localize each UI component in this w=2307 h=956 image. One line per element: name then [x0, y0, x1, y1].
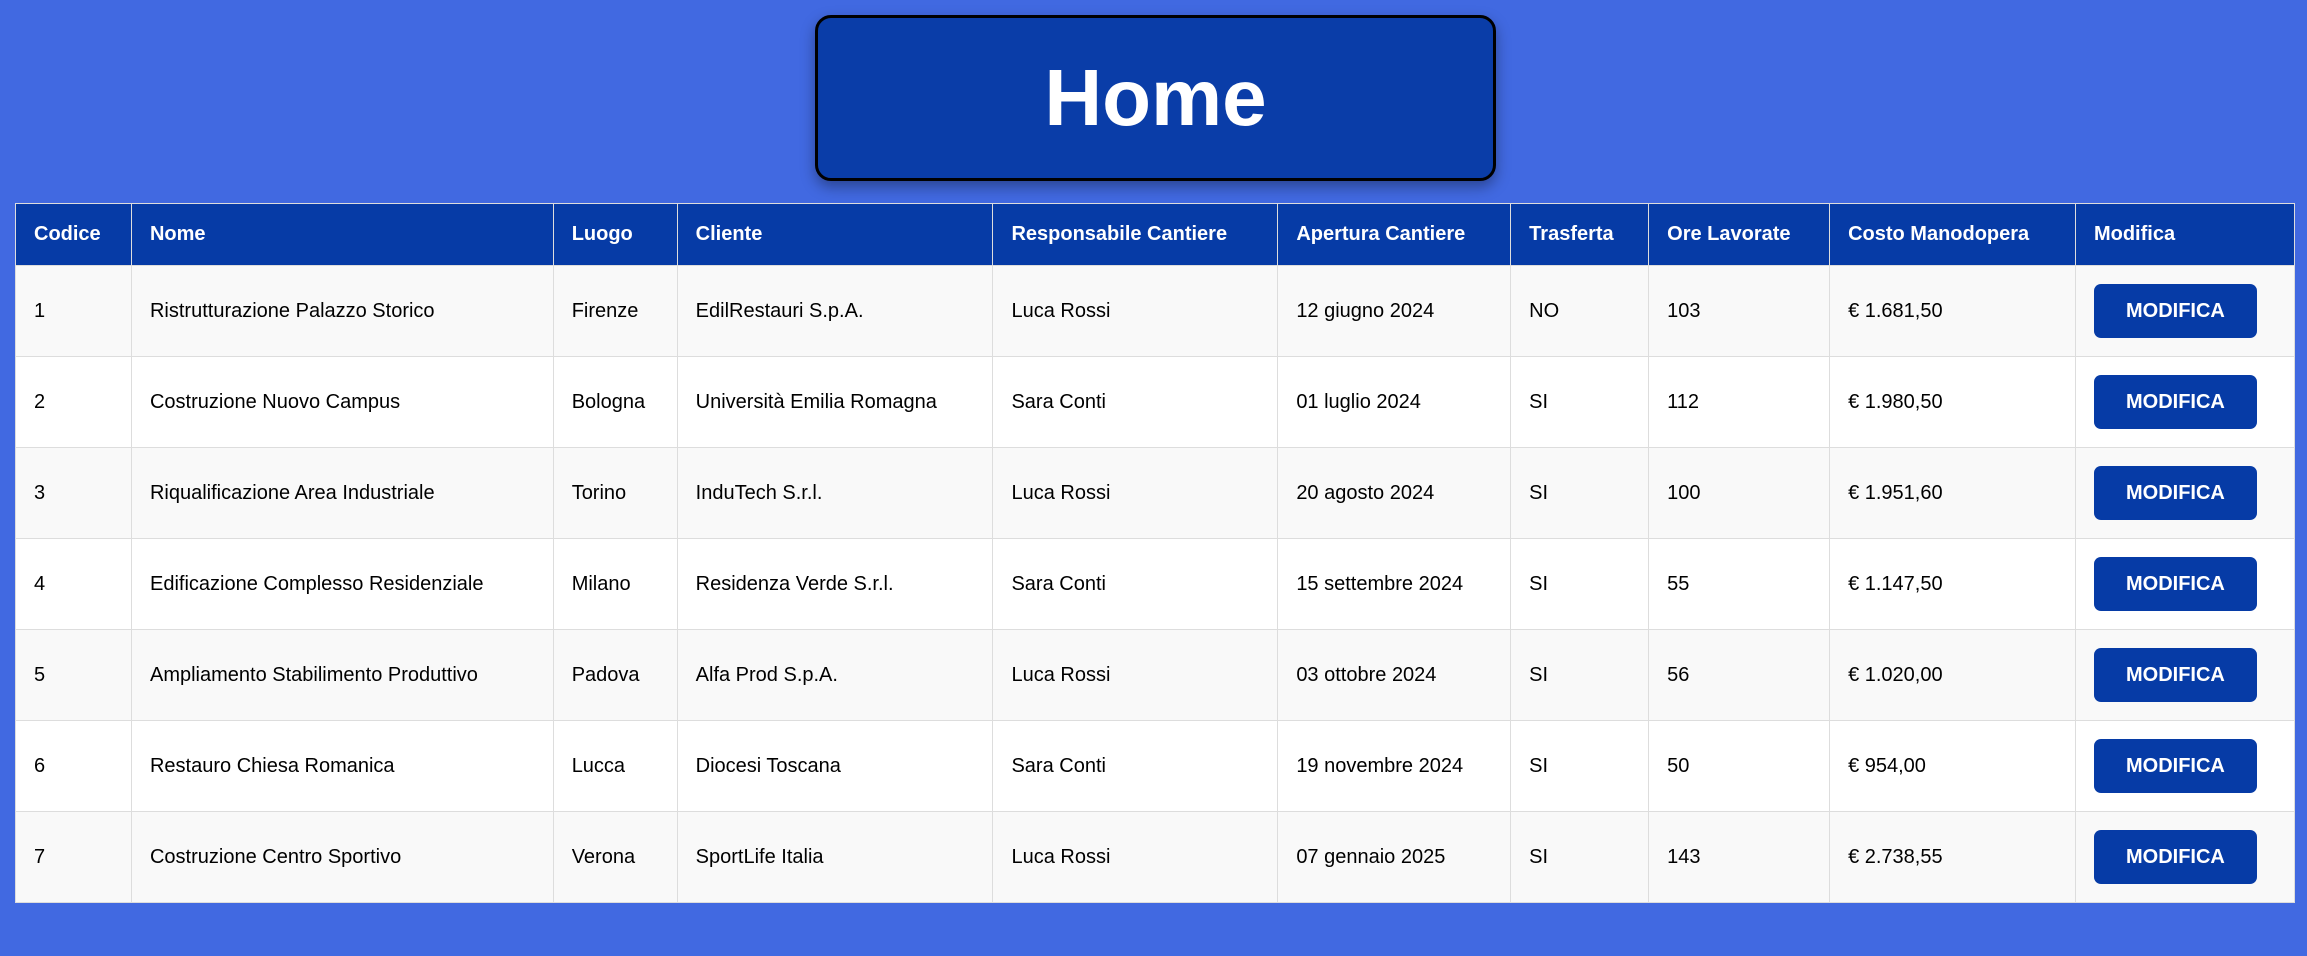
cell-nome: Restauro Chiesa Romanica: [130, 720, 554, 812]
cell-cliente: EdilRestauri S.p.A.: [676, 265, 994, 357]
cell-ore: 100: [1648, 447, 1831, 539]
cell-codice: 2: [15, 356, 132, 448]
cell-codice: 6: [15, 720, 132, 812]
cell-trasferta: NO: [1510, 265, 1650, 357]
modifica-button[interactable]: MODIFICA: [2093, 830, 2257, 884]
cell-ore: 55: [1648, 538, 1831, 630]
cell-apertura: 15 settembre 2024: [1277, 538, 1512, 630]
cell-luogo: Padova: [552, 629, 678, 721]
cell-ore: 112: [1648, 356, 1831, 448]
cell-codice: 7: [15, 811, 132, 903]
page-title-box: Home: [815, 15, 1496, 181]
cell-responsabile: Luca Rossi: [992, 629, 1279, 721]
cell-apertura: 03 ottobre 2024: [1277, 629, 1512, 721]
cell-costo: € 2.738,55: [1829, 811, 2076, 903]
cell-ore: 103: [1648, 265, 1831, 357]
cell-trasferta: SI: [1510, 629, 1650, 721]
cell-ore: 50: [1648, 720, 1831, 812]
cell-costo: € 1.980,50: [1829, 356, 2076, 448]
cell-apertura: 19 novembre 2024: [1277, 720, 1512, 812]
column-header-cliente: Cliente: [676, 203, 994, 266]
cell-cliente: Alfa Prod S.p.A.: [676, 629, 994, 721]
cell-modifica: MODIFICA: [2074, 811, 2296, 903]
cell-trasferta: SI: [1510, 447, 1650, 539]
cell-trasferta: SI: [1510, 720, 1650, 812]
cell-trasferta: SI: [1510, 811, 1650, 903]
cell-nome: Edificazione Complesso Residenziale: [130, 538, 554, 630]
table-row: 5 Ampliamento Stabilimento Produttivo Pado…: [15, 629, 2296, 721]
cell-costo: € 1.147,50: [1829, 538, 2076, 630]
cell-responsabile: Luca Rossi: [992, 265, 1279, 357]
cell-costo: € 1.020,00: [1829, 629, 2076, 721]
cell-costo: € 1.951,60: [1829, 447, 2076, 539]
cell-modifica: MODIFICA: [2074, 356, 2296, 448]
modifica-button[interactable]: MODIFICA: [2093, 284, 2257, 338]
cell-apertura: 07 gennaio 2025: [1277, 811, 1512, 903]
table-row: 7 Costruzione Centro Sportivo Verona SportL…: [15, 811, 2296, 903]
column-header-ore: Ore Lavorate: [1648, 203, 1831, 266]
table-row: 1 Ristrutturazione Palazzo Storico Firenze…: [15, 265, 2296, 357]
modifica-button[interactable]: MODIFICA: [2093, 375, 2257, 429]
page-title: Home: [1044, 53, 1267, 142]
cell-apertura: 01 luglio 2024: [1277, 356, 1512, 448]
table-row: 2 Costruzione Nuovo Campus Bologna Universi…: [15, 356, 2296, 448]
table-header-row: Codice Nome Luogo Cliente Responsabile Canti…: [15, 203, 2296, 266]
table-row: 3 Riqualificazione Area Industriale Torino…: [15, 447, 2296, 539]
cell-cliente: Diocesi Toscana: [676, 720, 994, 812]
cell-codice: 1: [15, 265, 132, 357]
cell-ore: 143: [1648, 811, 1831, 903]
cell-cliente: InduTech S.r.l.: [676, 447, 994, 539]
cantieri-table: Codice Nome Luogo Cliente Responsabile Canti…: [15, 203, 2296, 903]
cell-modifica: MODIFICA: [2074, 447, 2296, 539]
cell-trasferta: SI: [1510, 538, 1650, 630]
table-row: 6 Restauro Chiesa Romanica Lucca Diocesi To…: [15, 720, 2296, 812]
cell-codice: 3: [15, 447, 132, 539]
cell-responsabile: Luca Rossi: [992, 447, 1279, 539]
cell-luogo: Lucca: [552, 720, 678, 812]
cell-modifica: MODIFICA: [2074, 629, 2296, 721]
cell-luogo: Firenze: [552, 265, 678, 357]
cell-responsabile: Sara Conti: [992, 538, 1279, 630]
cell-responsabile: Sara Conti: [992, 356, 1279, 448]
column-header-apertura: Apertura Cantiere: [1277, 203, 1512, 266]
cell-responsabile: Sara Conti: [992, 720, 1279, 812]
column-header-responsabile: Responsabile Cantiere: [992, 203, 1279, 266]
cell-luogo: Torino: [552, 447, 678, 539]
column-header-nome: Nome: [130, 203, 554, 266]
cell-codice: 4: [15, 538, 132, 630]
modifica-button[interactable]: MODIFICA: [2093, 466, 2257, 520]
column-header-codice: Codice: [15, 203, 132, 266]
cell-luogo: Verona: [552, 811, 678, 903]
cell-trasferta: SI: [1510, 356, 1650, 448]
cell-costo: € 1.681,50: [1829, 265, 2076, 357]
column-header-modifica: Modifica: [2074, 203, 2296, 266]
cell-ore: 56: [1648, 629, 1831, 721]
column-header-luogo: Luogo: [552, 203, 678, 266]
cell-nome: Riqualificazione Area Industriale: [130, 447, 554, 539]
cell-nome: Ristrutturazione Palazzo Storico: [130, 265, 554, 357]
cell-modifica: MODIFICA: [2074, 265, 2296, 357]
column-header-costo: Costo Manodopera: [1829, 203, 2076, 266]
cell-nome: Costruzione Nuovo Campus: [130, 356, 554, 448]
modifica-button[interactable]: MODIFICA: [2093, 648, 2257, 702]
cell-modifica: MODIFICA: [2074, 720, 2296, 812]
cell-nome: Ampliamento Stabilimento Produttivo: [130, 629, 554, 721]
modifica-button[interactable]: MODIFICA: [2093, 557, 2257, 611]
cell-cliente: Residenza Verde S.r.l.: [676, 538, 994, 630]
cell-luogo: Milano: [552, 538, 678, 630]
cell-codice: 5: [15, 629, 132, 721]
cell-cliente: Università Emilia Romagna: [676, 356, 994, 448]
cell-apertura: 12 giugno 2024: [1277, 265, 1512, 357]
cell-responsabile: Luca Rossi: [992, 811, 1279, 903]
modifica-button[interactable]: MODIFICA: [2093, 739, 2257, 793]
cell-modifica: MODIFICA: [2074, 538, 2296, 630]
table-row: 4 Edificazione Complesso Residenziale Mila…: [15, 538, 2296, 630]
cell-cliente: SportLife Italia: [676, 811, 994, 903]
column-header-trasferta: Trasferta: [1510, 203, 1650, 266]
cell-costo: € 954,00: [1829, 720, 2076, 812]
cell-luogo: Bologna: [552, 356, 678, 448]
cell-nome: Costruzione Centro Sportivo: [130, 811, 554, 903]
cell-apertura: 20 agosto 2024: [1277, 447, 1512, 539]
